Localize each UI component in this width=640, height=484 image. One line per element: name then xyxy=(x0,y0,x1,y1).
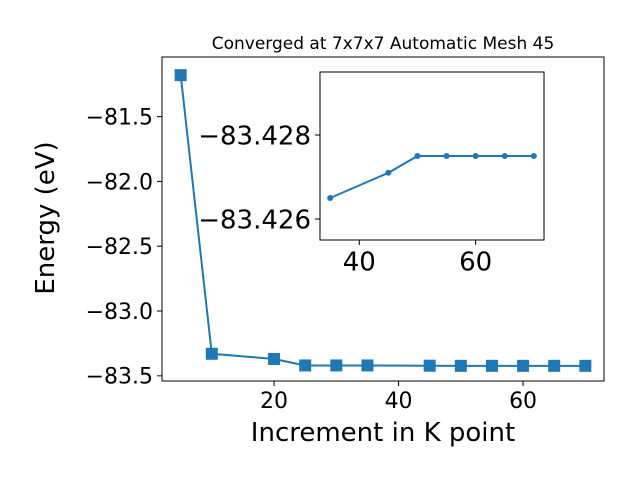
main-x-tick-label: 40 xyxy=(385,389,413,414)
inset-data-point xyxy=(414,153,421,159)
inset-data-point xyxy=(530,153,537,159)
main-y-tick-label: −82.0 xyxy=(86,170,153,195)
main-y-tick-label: −82.5 xyxy=(86,235,153,260)
main-axes: 20 40 60 −81.5 −82.0 −82.5 −83.0 −83.5 Converg… xyxy=(31,34,605,448)
main-y-tick-label: −83.5 xyxy=(86,365,153,390)
main-y-tick-label: −81.5 xyxy=(86,106,153,131)
inset-data-point xyxy=(443,153,450,159)
main-x-tick-label: 20 xyxy=(260,389,288,414)
main-data-point xyxy=(268,352,281,365)
main-data-point xyxy=(330,359,343,372)
inset-y-tick-label: −83.426 xyxy=(198,205,311,235)
main-series xyxy=(174,69,592,372)
inset-data-point xyxy=(385,169,392,176)
main-data-point xyxy=(361,359,374,372)
main-y-ticks: −81.5 −82.0 −82.5 −83.0 −83.5 xyxy=(86,106,162,390)
inset-x-tick-label: 40 xyxy=(343,248,376,278)
main-data-point xyxy=(548,359,561,372)
inset-x-ticks: 40 60 xyxy=(343,240,492,278)
main-data-point xyxy=(299,359,312,372)
main-data-point xyxy=(579,359,592,372)
main-x-tick-label: 60 xyxy=(509,389,537,414)
inset-axes: 40 60 −83.428 −83.426 xyxy=(198,71,545,278)
main-data-point xyxy=(517,359,530,372)
inset-plot-frame xyxy=(319,71,545,241)
chart-title: Converged at 7x7x7 Automatic Mesh 45 xyxy=(212,34,555,54)
inset-y-tick-label: −83.428 xyxy=(198,121,311,151)
inset-x-tick-label: 60 xyxy=(459,248,492,278)
main-plot-frame xyxy=(161,56,605,382)
main-data-point xyxy=(174,69,187,82)
inset-y-ticks: −83.428 −83.426 xyxy=(198,121,320,235)
inset-data-point xyxy=(327,195,334,201)
main-data-point xyxy=(205,347,218,360)
main-x-ticks: 20 40 60 xyxy=(260,381,537,414)
x-axis-label: Increment in K point xyxy=(251,418,515,448)
inset-data-point xyxy=(501,153,508,159)
main-data-point xyxy=(485,359,498,372)
inset-series xyxy=(327,153,537,201)
main-data-point xyxy=(423,359,436,372)
main-y-tick-label: −83.0 xyxy=(86,300,153,325)
y-axis-label: Energy (eV) xyxy=(31,141,61,294)
inset-data-point xyxy=(472,153,479,159)
main-data-point xyxy=(454,359,467,372)
